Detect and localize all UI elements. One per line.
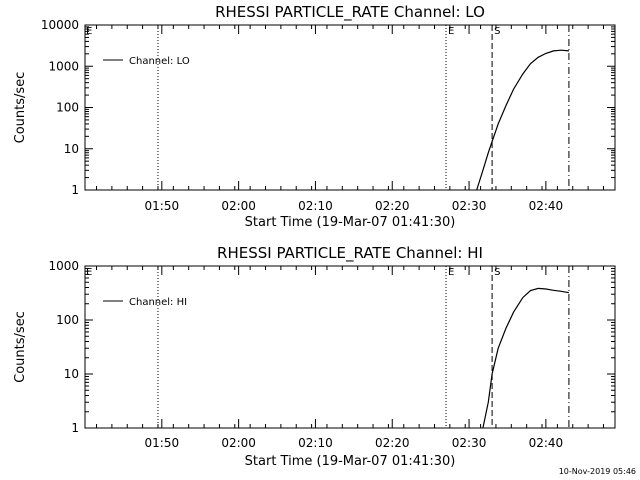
x-tick-label: 02:40 [529, 436, 564, 450]
time-marker-label: S [494, 26, 500, 37]
x-axis-label: Start Time (19-Mar-07 01:41:30) [245, 454, 456, 469]
y-tick-label: 10000 [41, 18, 79, 32]
chart-title: RHESSI PARTICLE_RATE Channel: LO [215, 3, 485, 22]
x-tick-label: 02:10 [298, 199, 333, 213]
time-marker-label: S [494, 267, 500, 278]
x-tick-label: 02:00 [221, 199, 256, 213]
chart-panel-1: RHESSI PARTICLE_RATE Channel: LO 1 10 100 10… [13, 3, 616, 230]
series-line [476, 49, 569, 191]
y-axis-label: Counts/sec [13, 311, 28, 383]
x-tick-label: 02:20 [375, 436, 410, 450]
x-tick-label: 02:20 [375, 199, 410, 213]
time-marker-label: E [86, 267, 92, 278]
plot-frame [84, 265, 616, 429]
x-tick-label: 02:10 [298, 436, 333, 450]
y-tick-label: 100 [56, 313, 79, 327]
y-tick-label: 100 [56, 101, 79, 115]
x-tick-label: 01:50 [145, 436, 180, 450]
y-axis-label: Counts/sec [13, 72, 28, 144]
time-marker-label: E [448, 26, 454, 37]
x-tick-label: 01:50 [145, 199, 180, 213]
x-tick-label: 02:30 [452, 199, 487, 213]
chart-panel-2: RHESSI PARTICLE_RATE Channel: HI 1 10 100 10… [13, 244, 616, 469]
x-axis-label: Start Time (19-Mar-07 01:41:30) [245, 215, 456, 230]
x-tick-label: 02:40 [529, 199, 564, 213]
y-tick-label: 1000 [48, 59, 79, 73]
y-tick-label: 10 [64, 367, 79, 381]
x-tick-label: 02:30 [452, 436, 487, 450]
x-tick-label: 02:00 [221, 436, 256, 450]
series-line [482, 287, 570, 429]
y-tick-label: 1 [71, 183, 79, 197]
legend-entry: Channel: HI [129, 297, 187, 308]
time-marker-label: E [448, 267, 454, 278]
y-tick-label: 1 [71, 421, 79, 435]
chart-title: RHESSI PARTICLE_RATE Channel: HI [217, 244, 483, 263]
timestamp: 10-Nov-2019 05:46 [559, 467, 636, 476]
y-tick-label: 10 [64, 142, 79, 156]
y-tick-label: 1000 [48, 259, 79, 273]
time-marker-label: E [86, 26, 92, 37]
legend-entry: Channel: LO [129, 56, 190, 67]
